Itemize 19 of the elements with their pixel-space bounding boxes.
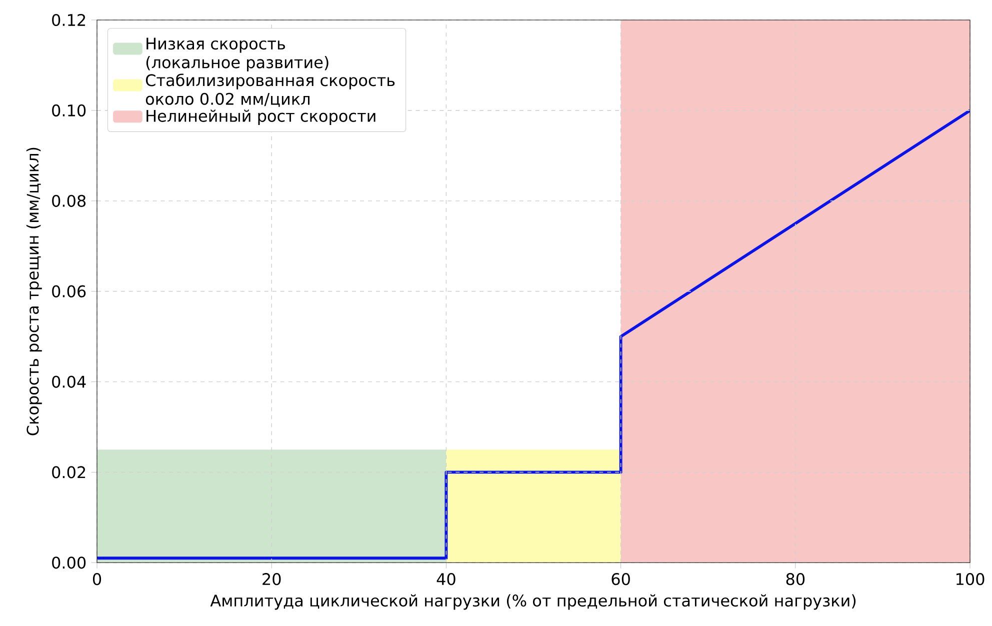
x-axis-title: Амплитуда циклической нагрузки (% от предельной статической нагрузки) bbox=[210, 594, 856, 610]
legend-label: Нелинейный рост скорости bbox=[146, 110, 376, 126]
y-axis-title: Скорость роста трещин (мм/цикл) bbox=[26, 148, 42, 436]
legend-label: Стабилизированная скорость около 0.02 мм/цикл bbox=[146, 74, 395, 107]
y-tick-label: 0.04 bbox=[52, 376, 86, 388]
x-tick-label: 40 bbox=[436, 573, 456, 586]
x-tick-label: 100 bbox=[956, 573, 984, 586]
y-tick-label: 0.12 bbox=[52, 14, 86, 26]
y-tick-label: 0.02 bbox=[52, 466, 86, 478]
y-tick-label: 0.06 bbox=[52, 285, 86, 298]
legend-label: Низкая скорость (локальное развитие) bbox=[146, 38, 328, 72]
x-tick-label: 60 bbox=[612, 573, 630, 586]
y-tick-label: 0.00 bbox=[52, 556, 86, 569]
y-tick-label: 0.10 bbox=[52, 104, 86, 116]
y-tick-label: 0.08 bbox=[52, 194, 86, 207]
line-series bbox=[97, 108, 970, 560]
x-tick-label: 80 bbox=[786, 573, 805, 586]
x-tick-label: 0 bbox=[92, 573, 102, 586]
x-tick-label: 20 bbox=[262, 573, 281, 586]
